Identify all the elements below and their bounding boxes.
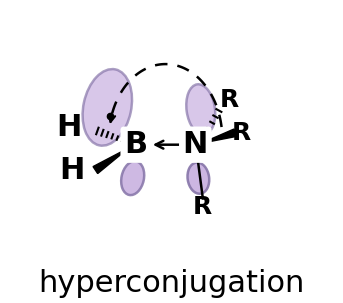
Text: H: H [56, 113, 81, 142]
Text: hyperconjugation: hyperconjugation [38, 269, 305, 298]
Text: R: R [220, 88, 239, 112]
Ellipse shape [186, 84, 215, 135]
Text: B: B [124, 130, 147, 159]
Polygon shape [201, 129, 236, 143]
Ellipse shape [83, 69, 132, 146]
Ellipse shape [121, 161, 144, 195]
Polygon shape [93, 148, 129, 174]
Text: H: H [59, 156, 84, 185]
Ellipse shape [188, 162, 209, 194]
Text: R: R [232, 121, 251, 145]
Text: N: N [183, 130, 208, 159]
Text: R: R [193, 195, 212, 219]
